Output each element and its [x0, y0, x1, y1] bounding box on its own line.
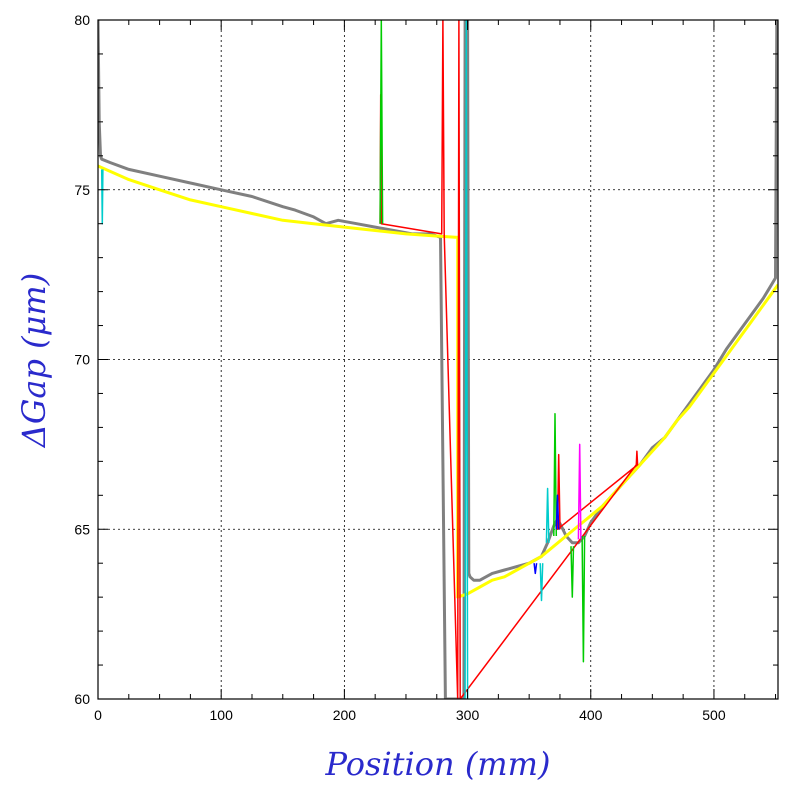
- x-tick-label: 300: [456, 707, 480, 723]
- y-tick-label: 60: [74, 691, 90, 707]
- axis-ticks: [97, 19, 778, 700]
- y-tick-label: 65: [74, 521, 90, 537]
- series-line-1: [98, 20, 778, 699]
- x-tick-label: 100: [210, 707, 234, 723]
- tick-labels: 0 100 200 300 400 500 60 65 70 75 80: [74, 12, 725, 723]
- x-tick-label: 400: [579, 707, 603, 723]
- y-tick-label: 80: [74, 12, 90, 28]
- x-tick-label: 200: [333, 707, 357, 723]
- y-axis-title: ΔGap (μm): [15, 273, 53, 450]
- grid-lines: [98, 20, 778, 699]
- x-tick-label: 0: [94, 707, 102, 723]
- x-axis-title: Position (mm): [325, 745, 551, 783]
- series-line-4: [379, 20, 586, 663]
- series-lines: [98, 20, 778, 699]
- y-tick-label: 70: [74, 352, 90, 368]
- series-line-6: [577, 443, 582, 540]
- x-tick-label: 500: [702, 707, 726, 723]
- series-line-2: [98, 164, 778, 599]
- series-line-7: [533, 494, 560, 575]
- series-line-3: [379, 20, 639, 699]
- y-tick-label: 75: [74, 182, 90, 198]
